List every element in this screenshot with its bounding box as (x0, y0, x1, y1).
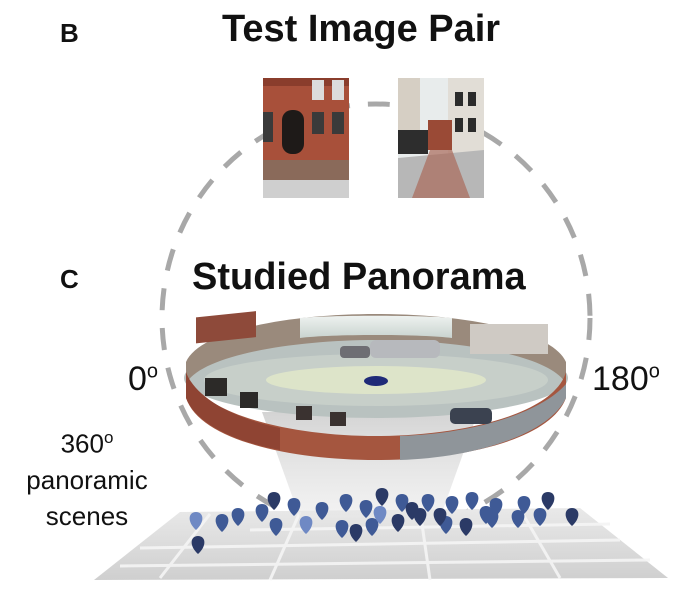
map-pin-icon (565, 508, 579, 526)
angle-right-degree: o (648, 360, 660, 383)
map-pin-icon (421, 494, 435, 512)
test-image-pair-title: Test Image Pair (222, 8, 501, 50)
viewpoint-marker (364, 376, 388, 386)
test-image-left (263, 78, 349, 198)
map-pin-icon (533, 508, 547, 526)
angle-left-degree: o (146, 360, 159, 383)
map-pin-icon (231, 508, 245, 526)
map-pin-icon (541, 492, 555, 510)
map-pin-icon (269, 518, 283, 536)
map-pin-icon (459, 518, 473, 536)
street-map (94, 508, 668, 581)
panoramic-scenes-label: 360o panoramic scenes (6, 420, 168, 534)
map-pin-icon (433, 508, 447, 526)
map-pin-icon (517, 496, 531, 514)
map-pin-icon (391, 514, 405, 532)
map-pin-icon (255, 504, 269, 522)
map-pin-icon (375, 488, 389, 506)
map-pin-icon (511, 510, 525, 528)
scenes-label-line2: panoramic (26, 464, 148, 495)
angle-label-right: 180o (592, 360, 660, 399)
map-pin-icon (189, 512, 203, 530)
map-pin-icon (215, 514, 229, 532)
map-pin-icon (267, 492, 281, 510)
panel-letter-b: B (60, 18, 79, 48)
angle-label-left: 0o (128, 360, 158, 399)
map-pins (189, 488, 579, 554)
map-pin-icon (335, 520, 349, 538)
panel-letter-c: C (60, 264, 79, 294)
map-pin-icon (191, 536, 205, 554)
test-image-right (398, 78, 484, 198)
map-pin-icon (299, 516, 313, 534)
map-pin-icon (373, 506, 387, 524)
scenes-label-line3: scenes (45, 500, 129, 531)
angle-right-value: 180 (592, 360, 649, 398)
panorama-ring (184, 311, 568, 460)
map-pin-icon (365, 518, 379, 536)
map-pin-icon (349, 524, 363, 542)
map-pin-icon (287, 498, 301, 516)
map-pin-icon (479, 506, 493, 524)
map-pin-icon (465, 492, 479, 510)
map-pin-icon (395, 494, 409, 512)
map-pin-icon (445, 496, 459, 514)
studied-panorama-title: Studied Panorama (192, 256, 526, 298)
angle-left-value: 0 (128, 360, 147, 398)
scenes-label-line1: 360o (60, 428, 114, 459)
map-pin-icon (315, 502, 329, 520)
map-pin-icon (413, 508, 427, 526)
map-pin-icon (339, 494, 353, 512)
map-pin-icon (359, 500, 373, 518)
